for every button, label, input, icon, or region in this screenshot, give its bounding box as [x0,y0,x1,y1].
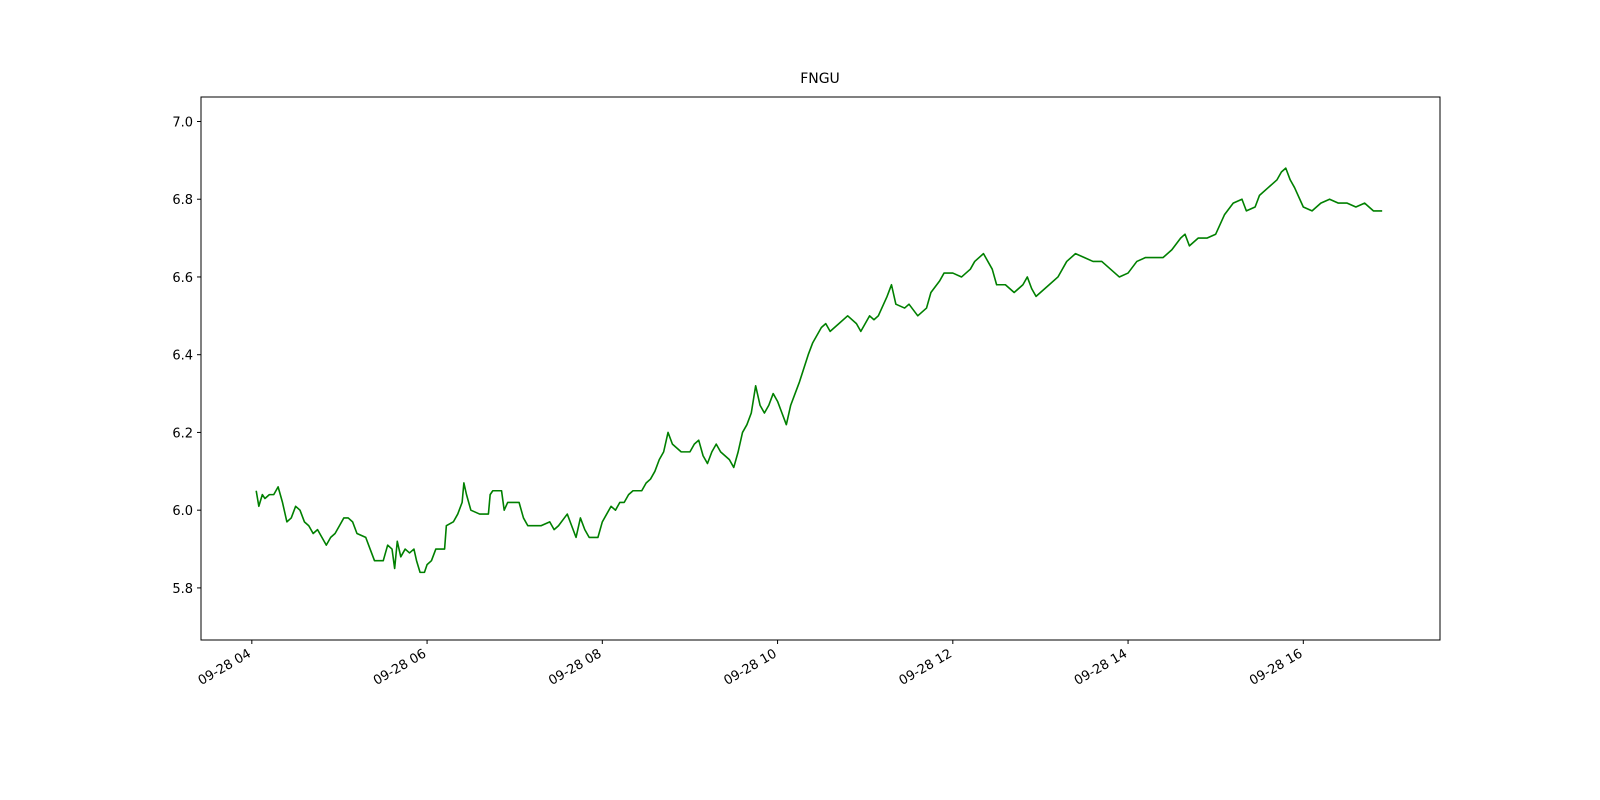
y-tick-label: 6.8 [172,193,193,208]
y-tick-label: 6.2 [172,426,193,441]
x-tick-label: 09-28 14 [1072,646,1130,688]
x-tick-label: 09-28 06 [371,646,429,688]
y-tick-label: 6.0 [172,504,193,519]
y-tick-label: 6.4 [172,349,193,364]
x-tick-label: 09-28 12 [897,646,955,688]
plot-frame [200,96,1441,641]
chart-title: FNGU [800,71,840,87]
x-tick-label: 09-28 08 [546,646,604,688]
x-tick-label: 09-28 04 [196,646,254,688]
line [255,167,1383,574]
x-tick-label: 09-28 16 [1247,646,1305,688]
y-tick-label: 5.8 [172,582,193,597]
y-tick-label: 6.6 [172,271,193,286]
x-tick-label: 09-28 10 [721,646,779,688]
y-tick-label: 7.0 [172,115,193,130]
